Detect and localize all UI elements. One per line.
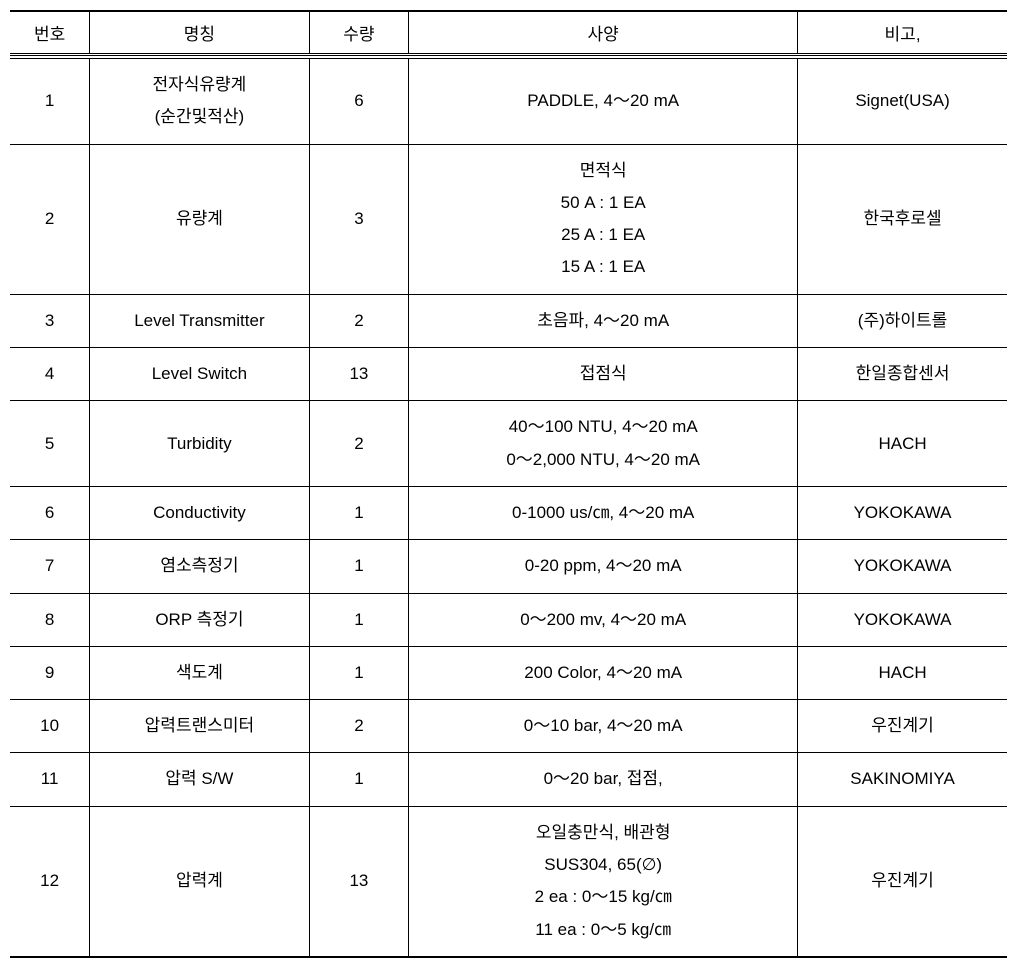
cell-num: 3 [10, 294, 90, 347]
cell-spec: 0～20 bar, 접점, [409, 753, 798, 806]
table-row: 6 Conductivity 1 0-1000 us/㎝, 4～20 mA YO… [10, 486, 1007, 539]
cell-name: Conductivity [90, 486, 309, 539]
cell-qty: 3 [309, 144, 409, 294]
cell-spec: 초음파, 4～20 mA [409, 294, 798, 347]
cell-spec: 접점식 [409, 348, 798, 401]
cell-name: 압력트랜스미터 [90, 700, 309, 753]
cell-note: Signet(USA) [798, 59, 1007, 145]
cell-num: 6 [10, 486, 90, 539]
header-num: 번호 [10, 11, 90, 55]
cell-num: 8 [10, 593, 90, 646]
cell-name: ORP 측정기 [90, 593, 309, 646]
cell-name: 염소측정기 [90, 540, 309, 593]
table-row: 7 염소측정기 1 0-20 ppm, 4～20 mA YOKOKAWA [10, 540, 1007, 593]
cell-qty: 1 [309, 540, 409, 593]
cell-num: 11 [10, 753, 90, 806]
cell-name: Turbidity [90, 401, 309, 487]
cell-note: HACH [798, 646, 1007, 699]
table-row: 1 전자식유량계 (순간및적산) 6 PADDLE, 4～20 mA Signe… [10, 59, 1007, 145]
cell-note: 한일종합센서 [798, 348, 1007, 401]
header-name: 명칭 [90, 11, 309, 55]
cell-note: 우진계기 [798, 700, 1007, 753]
cell-num: 1 [10, 59, 90, 145]
cell-qty: 1 [309, 646, 409, 699]
table-row: 3 Level Transmitter 2 초음파, 4～20 mA (주)하이… [10, 294, 1007, 347]
cell-note: (주)하이트롤 [798, 294, 1007, 347]
header-spec: 사양 [409, 11, 798, 55]
cell-name: 색도계 [90, 646, 309, 699]
cell-name: 압력계 [90, 806, 309, 957]
cell-qty: 13 [309, 806, 409, 957]
cell-name: Level Switch [90, 348, 309, 401]
cell-qty: 1 [309, 486, 409, 539]
cell-spec: 200 Color, 4～20 mA [409, 646, 798, 699]
cell-name: 유량계 [90, 144, 309, 294]
cell-num: 12 [10, 806, 90, 957]
cell-qty: 6 [309, 59, 409, 145]
cell-qty: 2 [309, 294, 409, 347]
cell-note: YOKOKAWA [798, 593, 1007, 646]
cell-note: YOKOKAWA [798, 540, 1007, 593]
cell-spec: 오일충만식, 배관형 SUS304, 65(∅) 2 ea : 0～15 kg/… [409, 806, 798, 957]
table-row: 12 압력계 13 오일충만식, 배관형 SUS304, 65(∅) 2 ea … [10, 806, 1007, 957]
table-row: 9 색도계 1 200 Color, 4～20 mA HACH [10, 646, 1007, 699]
cell-qty: 1 [309, 593, 409, 646]
cell-num: 4 [10, 348, 90, 401]
cell-num: 5 [10, 401, 90, 487]
table-header-row: 번호 명칭 수량 사양 비고, [10, 11, 1007, 55]
table-row: 10 압력트랜스미터 2 0～10 bar, 4～20 mA 우진계기 [10, 700, 1007, 753]
cell-spec: 40～100 NTU, 4～20 mA 0～2,000 NTU, 4～20 mA [409, 401, 798, 487]
cell-spec: PADDLE, 4～20 mA [409, 59, 798, 145]
header-note: 비고, [798, 11, 1007, 55]
cell-num: 2 [10, 144, 90, 294]
cell-spec: 0～10 bar, 4～20 mA [409, 700, 798, 753]
header-qty: 수량 [309, 11, 409, 55]
cell-num: 9 [10, 646, 90, 699]
cell-num: 10 [10, 700, 90, 753]
cell-note: HACH [798, 401, 1007, 487]
cell-num: 7 [10, 540, 90, 593]
cell-note: SAKINOMIYA [798, 753, 1007, 806]
table-row: 11 압력 S/W 1 0～20 bar, 접점, SAKINOMIYA [10, 753, 1007, 806]
cell-spec: 면적식 50 A : 1 EA 25 A : 1 EA 15 A : 1 EA [409, 144, 798, 294]
table-row: 8 ORP 측정기 1 0～200 mv, 4～20 mA YOKOKAWA [10, 593, 1007, 646]
cell-spec: 0～200 mv, 4～20 mA [409, 593, 798, 646]
cell-spec: 0-20 ppm, 4～20 mA [409, 540, 798, 593]
table-row: 4 Level Switch 13 접점식 한일종합센서 [10, 348, 1007, 401]
cell-spec: 0-1000 us/㎝, 4～20 mA [409, 486, 798, 539]
table-body: 1 전자식유량계 (순간및적산) 6 PADDLE, 4～20 mA Signe… [10, 59, 1007, 957]
cell-name: 압력 S/W [90, 753, 309, 806]
cell-name: Level Transmitter [90, 294, 309, 347]
cell-qty: 13 [309, 348, 409, 401]
cell-note: 한국후로셀 [798, 144, 1007, 294]
cell-note: YOKOKAWA [798, 486, 1007, 539]
equipment-spec-table: 번호 명칭 수량 사양 비고, 1 전자식유량계 (순간및적산) 6 PADDL… [10, 10, 1007, 958]
cell-qty: 2 [309, 700, 409, 753]
cell-qty: 1 [309, 753, 409, 806]
table-row: 2 유량계 3 면적식 50 A : 1 EA 25 A : 1 EA 15 A… [10, 144, 1007, 294]
cell-name: 전자식유량계 (순간및적산) [90, 59, 309, 145]
table-row: 5 Turbidity 2 40～100 NTU, 4～20 mA 0～2,00… [10, 401, 1007, 487]
cell-note: 우진계기 [798, 806, 1007, 957]
cell-qty: 2 [309, 401, 409, 487]
